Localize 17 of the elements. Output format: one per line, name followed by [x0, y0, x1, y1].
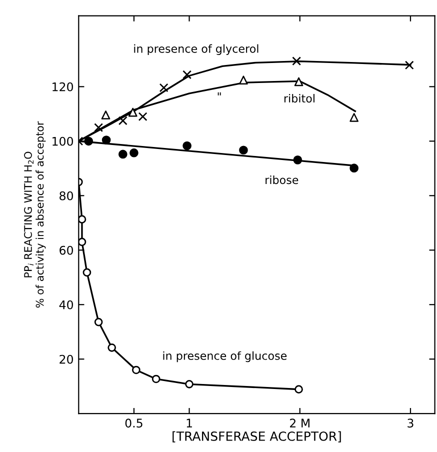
series-label: in presence of glucose [163, 351, 287, 362]
y-tick-label: 120 [52, 82, 74, 92]
series-label: ribitol [284, 94, 314, 103]
x-tick-label: 3 [408, 418, 414, 428]
series-label: ribose [266, 176, 298, 184]
y-tick-label: 60 [60, 246, 74, 255]
x-tick-label: 0.5 [125, 418, 142, 428]
y-axis-title: PP$_{i}$ REACTING WITH H$_{2}$O % of activity in absence of acceptor [24, 121, 46, 308]
series-label: in presence of glycerol [134, 44, 258, 56]
x-tick-label: 2 M [290, 418, 310, 428]
y-tick-label: 40 [59, 300, 74, 310]
x-axis-title: [TRANSFERASE ACCEPTOR] [172, 431, 341, 442]
y-tick-label: 20 [60, 354, 74, 364]
x-tick-label: 1 [186, 418, 192, 428]
y-tick-label: 80 [60, 191, 74, 200]
annotation: " [218, 92, 221, 96]
y-tick-label: 100 [52, 136, 74, 146]
